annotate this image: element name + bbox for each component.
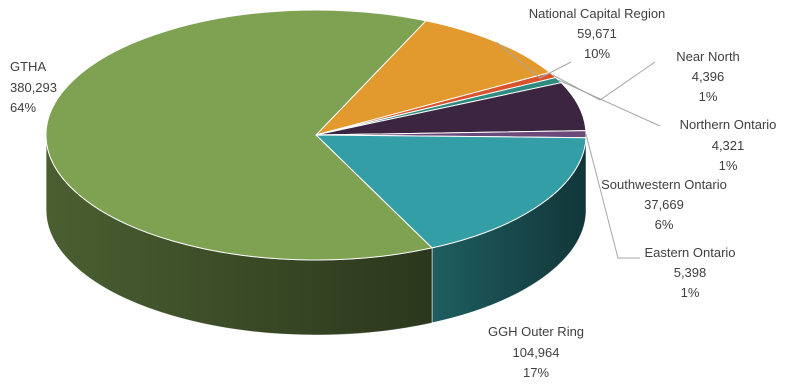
- pie-side-shade: [46, 135, 432, 335]
- label-near-north: Near North 4,396 1%: [676, 49, 740, 104]
- label-near-north-value: 4,396: [692, 69, 725, 84]
- leader-lines: [496, 41, 661, 259]
- pie-slice-ggh-outer-ring: [314, 134, 587, 249]
- label-ggh-outer-ring-value: 104,964: [513, 345, 560, 360]
- leader-line-near-north: [552, 61, 656, 101]
- leader-line-northern-ontario: [558, 79, 661, 127]
- label-eastern-ontario-value: 5,398: [674, 265, 707, 280]
- label-gtha-value: 380,293: [10, 80, 57, 95]
- label-eastern-ontario-percent: 1%: [681, 285, 700, 300]
- label-ncr-name: National Capital Region: [529, 6, 666, 21]
- label-southwestern-ontario: Southwestern Ontario 37,669 6%: [601, 177, 727, 232]
- label-ggh-outer-ring-percent: 17%: [523, 365, 549, 380]
- label-ncr: National Capital Region 59,671 10%: [529, 6, 666, 61]
- label-ncr-value: 59,671: [577, 26, 617, 41]
- label-northern-ontario: Northern Ontario 4,321 1%: [680, 117, 777, 173]
- label-gtha: GTHA 380,293 64%: [10, 59, 57, 115]
- label-near-north-percent: 1%: [699, 89, 718, 104]
- pie-slice-gtha: [45, 9, 433, 261]
- label-near-north-name: Near North: [676, 49, 740, 64]
- leader-line-national-capital-region: [496, 41, 572, 79]
- label-northern-ontario-percent: 1%: [719, 158, 738, 173]
- label-ggh-outer-ring-name: GGH Outer Ring: [488, 324, 584, 339]
- pie-slices: [45, 9, 587, 261]
- label-gtha-name: GTHA: [10, 59, 46, 74]
- label-southwestern-ontario-percent: 6%: [655, 217, 674, 232]
- label-gtha-percent: 64%: [10, 100, 36, 115]
- label-eastern-ontario-name: Eastern Ontario: [644, 245, 735, 260]
- label-northern-ontario-value: 4,321: [712, 138, 745, 153]
- leader-line-eastern-ontario: [585, 134, 640, 259]
- label-eastern-ontario: Eastern Ontario 5,398 1%: [644, 245, 735, 300]
- label-southwestern-ontario-name: Southwestern Ontario: [601, 177, 727, 192]
- label-northern-ontario-name: Northern Ontario: [680, 117, 777, 132]
- label-southwestern-ontario-value: 37,669: [644, 197, 684, 212]
- pie-slice-national-capital-region: [314, 20, 551, 136]
- label-ncr-percent: 10%: [584, 46, 610, 61]
- label-ggh-outer-ring: GGH Outer Ring 104,964 17%: [488, 324, 584, 380]
- pie-side-shade: [431, 137, 586, 323]
